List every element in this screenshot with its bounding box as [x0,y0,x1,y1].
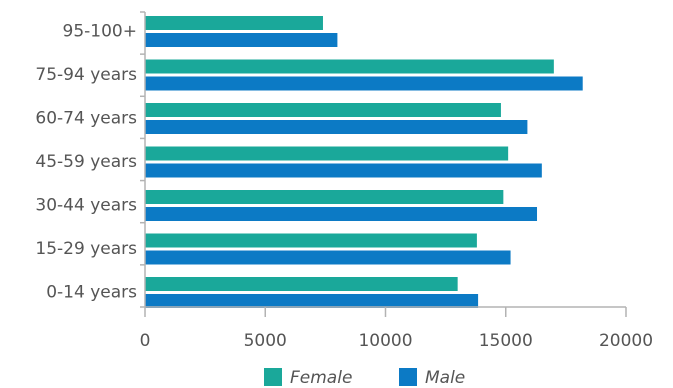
bar-female-95-100 [145,16,323,30]
category-label-45-59-years: 45-59 years [35,152,137,172]
category-label-95-100: 95-100+ [63,22,137,42]
category-label-0-14-years: 0-14 years [46,283,137,303]
bar-male-0-14-years [145,294,479,308]
bar-male-15-29-years [145,250,511,265]
legend: Female Male [264,368,465,388]
bar-male-30-44-years [145,207,538,221]
category-label-15-29-years: 15-29 years [35,239,137,259]
legend-label-male: Male [425,368,465,388]
bar-male-45-59-years [145,163,542,178]
category-label-60-74-years: 60-74 years [35,109,137,129]
x-tick-label-5000: 5000 [244,331,287,351]
category-label-30-44-years: 30-44 years [35,196,137,216]
bar-female-75-94-years [145,59,554,74]
bar-female-0-14-years [145,277,458,291]
bar-male-75-94-years [145,76,583,91]
bar-male-60-74-years [145,120,528,134]
x-tick-label-15000: 15000 [479,331,533,351]
bar-female-60-74-years [145,103,501,117]
bar-male-95-100 [145,33,338,47]
bar-female-15-29-years [145,233,477,248]
legend-swatch-female [264,368,282,386]
x-tick-label-20000: 20000 [599,331,653,351]
legend-label-female: Female [290,368,352,388]
x-tick-label-10000: 10000 [358,331,412,351]
legend-swatch-male [399,368,417,386]
category-label-75-94-years: 75-94 years [35,65,137,85]
bar-female-45-59-years [145,146,509,161]
axes-layer [140,11,627,317]
bars-layer [145,16,583,308]
bar-female-30-44-years [145,190,504,204]
x-tick-label-0: 0 [140,331,151,351]
labels-layer: 95-100+ 75-94 years 60-74 years 45-59 years… [35,22,653,352]
